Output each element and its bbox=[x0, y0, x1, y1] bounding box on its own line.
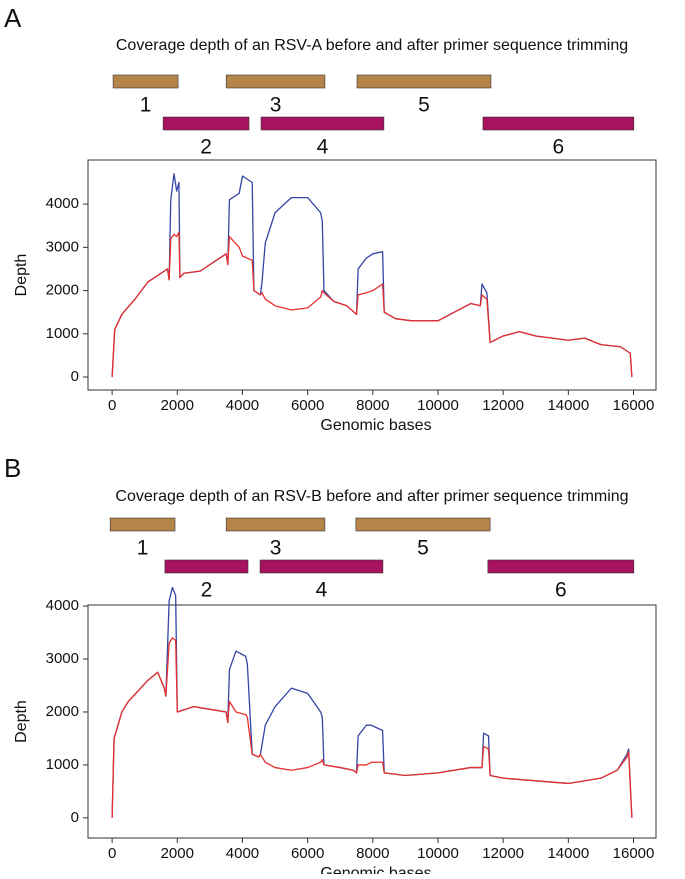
x-tick-label: 6000 bbox=[291, 397, 324, 414]
chart-title: Coverage depth of an RSV-B before and af… bbox=[115, 488, 628, 505]
x-tick-label: 4000 bbox=[226, 845, 259, 862]
x-tick-label: 10000 bbox=[417, 845, 459, 862]
x-axis-label: Genomic bases bbox=[320, 865, 431, 874]
amplicon-bar bbox=[355, 517, 491, 532]
coverage-line bbox=[111, 586, 633, 818]
y-tick-label: 3000 bbox=[46, 238, 79, 255]
amplicon-label: 1 bbox=[137, 537, 149, 560]
y-tick-label: 1000 bbox=[46, 756, 79, 773]
x-tick-label: 8000 bbox=[356, 397, 389, 414]
amplicon-label: 4 bbox=[317, 136, 329, 159]
amplicon-label: 3 bbox=[270, 94, 282, 117]
coverage-line bbox=[111, 637, 633, 818]
y-axis-label: Depth bbox=[13, 254, 30, 297]
amplicon-label: 1 bbox=[140, 94, 152, 117]
amplicon-bar bbox=[260, 116, 385, 131]
amplicon-label: 4 bbox=[316, 579, 328, 602]
amplicon-bar bbox=[164, 559, 249, 574]
panel-label: B bbox=[4, 453, 21, 483]
x-tick-label: 16000 bbox=[613, 845, 655, 862]
coverage-line bbox=[111, 173, 633, 378]
chart-title: Coverage depth of an RSV-A before and af… bbox=[116, 37, 628, 54]
amplicon-label: 3 bbox=[270, 537, 282, 560]
amplicon-label: 6 bbox=[555, 579, 567, 602]
y-tick-label: 0 bbox=[71, 368, 79, 385]
x-tick-label: 14000 bbox=[547, 397, 589, 414]
amplicon-bar bbox=[225, 74, 326, 89]
x-tick-label: 0 bbox=[108, 845, 116, 862]
panel-label: A bbox=[4, 3, 22, 33]
amplicon-bar bbox=[356, 74, 492, 89]
amplicon-bar bbox=[109, 517, 176, 532]
x-tick-label: 2000 bbox=[161, 397, 194, 414]
amplicon-bar bbox=[162, 116, 250, 131]
amplicon-label: 5 bbox=[417, 537, 429, 560]
x-tick-label: 14000 bbox=[547, 845, 589, 862]
amplicon-bar bbox=[225, 517, 326, 532]
amplicon-label: 5 bbox=[418, 94, 430, 117]
amplicon-bar bbox=[112, 74, 179, 89]
y-tick-label: 3000 bbox=[46, 650, 79, 667]
amplicon-bar bbox=[487, 559, 635, 574]
y-tick-label: 2000 bbox=[46, 703, 79, 720]
coverage-line bbox=[111, 231, 633, 378]
x-tick-label: 0 bbox=[108, 397, 116, 414]
y-tick-label: 2000 bbox=[46, 282, 79, 299]
x-tick-label: 8000 bbox=[356, 845, 389, 862]
amplicon-label: 2 bbox=[201, 579, 213, 602]
x-tick-label: 16000 bbox=[613, 397, 655, 414]
x-axis-label: Genomic bases bbox=[320, 417, 431, 434]
x-tick-label: 2000 bbox=[161, 845, 194, 862]
x-tick-label: 4000 bbox=[226, 397, 259, 414]
y-tick-label: 4000 bbox=[46, 597, 79, 614]
x-tick-label: 12000 bbox=[482, 845, 524, 862]
amplicon-label: 2 bbox=[200, 136, 212, 159]
plot-frame bbox=[87, 604, 657, 839]
amplicon-bar bbox=[482, 116, 635, 131]
amplicon-label: 6 bbox=[553, 136, 565, 159]
x-tick-label: 12000 bbox=[482, 397, 524, 414]
y-tick-label: 0 bbox=[71, 809, 79, 826]
plot-frame bbox=[87, 159, 657, 391]
x-tick-label: 6000 bbox=[291, 845, 324, 862]
amplicon-bar bbox=[259, 559, 384, 574]
y-tick-label: 1000 bbox=[46, 325, 79, 342]
y-tick-label: 4000 bbox=[46, 195, 79, 212]
x-tick-label: 10000 bbox=[417, 397, 459, 414]
y-axis-label: Depth bbox=[13, 700, 30, 743]
